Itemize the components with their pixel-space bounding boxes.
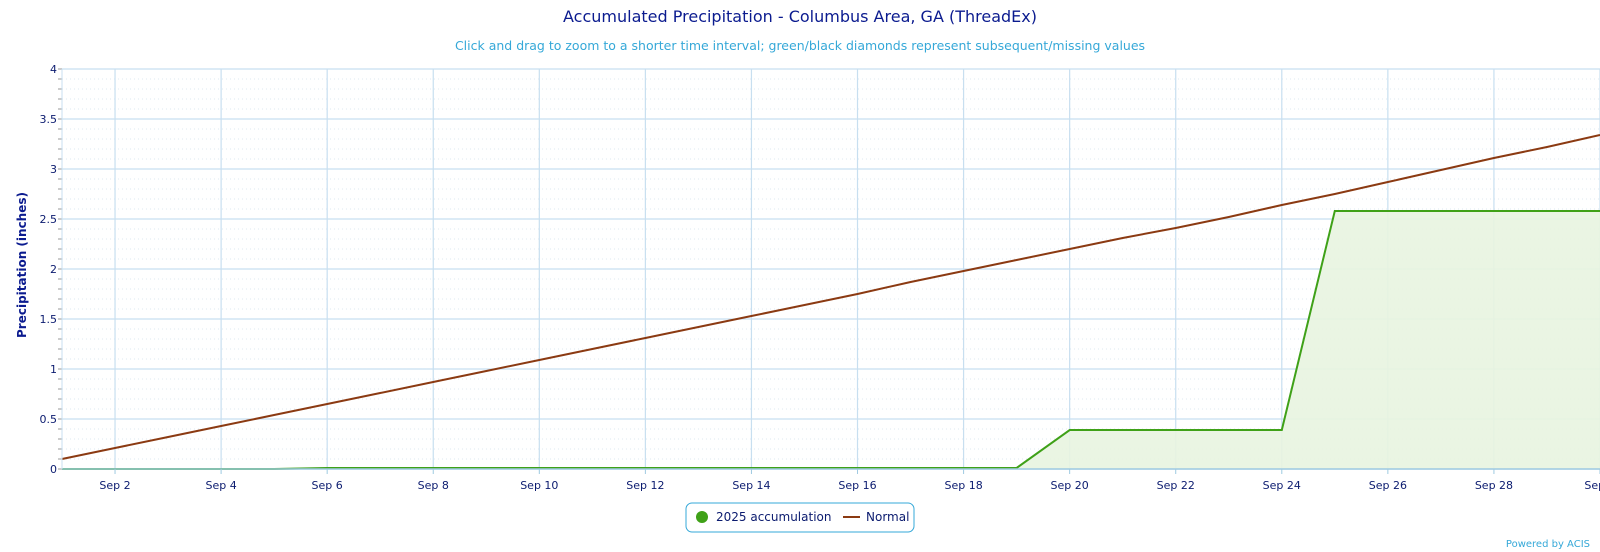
legend-label-accumulation: 2025 accumulation xyxy=(716,510,831,524)
chart-subtitle: Click and drag to zoom to a shorter time… xyxy=(455,38,1145,53)
accumulation-fill xyxy=(62,211,1600,469)
y-tick-label: 3 xyxy=(50,163,57,176)
x-tick-label: Sep 10 xyxy=(520,479,558,492)
x-tick-label: Sep 12 xyxy=(626,479,664,492)
y-axis-label: Precipitation (inches) xyxy=(15,192,29,338)
x-tick-label: Sep 6 xyxy=(312,479,343,492)
x-tick-label: Sep 16 xyxy=(838,479,876,492)
chart-title: Accumulated Precipitation - Columbus Are… xyxy=(563,7,1037,26)
normal-line xyxy=(61,134,1600,460)
x-tick-label: Sep 26 xyxy=(1369,479,1407,492)
y-tick-label: 2.5 xyxy=(40,213,58,226)
x-tick-label: Sep 18 xyxy=(944,479,982,492)
legend-item-accumulation[interactable]: 2025 accumulation xyxy=(696,510,831,524)
y-tick-label: 1.5 xyxy=(40,313,58,326)
x-tick-label: Sep 24 xyxy=(1263,479,1301,492)
y-tick-label: 1 xyxy=(50,363,57,376)
legend-symbol-accumulation xyxy=(696,511,708,523)
legend[interactable]: 2025 accumulation Normal xyxy=(685,502,915,533)
series-lines xyxy=(61,134,1600,470)
accumulation-line xyxy=(62,210,1600,470)
legend-box xyxy=(685,502,915,533)
y-tick-label: 2 xyxy=(50,263,57,276)
y-tick-label: 4 xyxy=(50,63,57,76)
y-tick-label: 0.5 xyxy=(40,413,58,426)
legend-item-normal[interactable]: Normal xyxy=(843,510,909,524)
credit-link[interactable]: Powered by ACIS xyxy=(1506,539,1590,550)
accumulation-area xyxy=(62,211,1600,469)
x-tick-label: Sep 4 xyxy=(205,479,236,492)
x-tick-label: Sep 14 xyxy=(732,479,770,492)
x-tick-label: Sep 8 xyxy=(418,479,449,492)
x-tick-label: Sep 3 xyxy=(1584,479,1600,492)
y-tick-label: 0 xyxy=(50,463,57,476)
x-tick-label: Sep 20 xyxy=(1051,479,1089,492)
x-tick-label: Sep 22 xyxy=(1157,479,1195,492)
axes: 0 0.5 1 1.5 2 2.5 3 3.5 4 Sep 2 Sep 4 Sep 6 Sep 8 Sep… xyxy=(40,63,1600,492)
x-tick-label: Sep 2 xyxy=(99,479,130,492)
legend-label-normal: Normal xyxy=(866,510,909,524)
x-tick-label: Sep 28 xyxy=(1475,479,1513,492)
y-tick-label: 3.5 xyxy=(40,113,58,126)
grid xyxy=(62,68,1600,470)
